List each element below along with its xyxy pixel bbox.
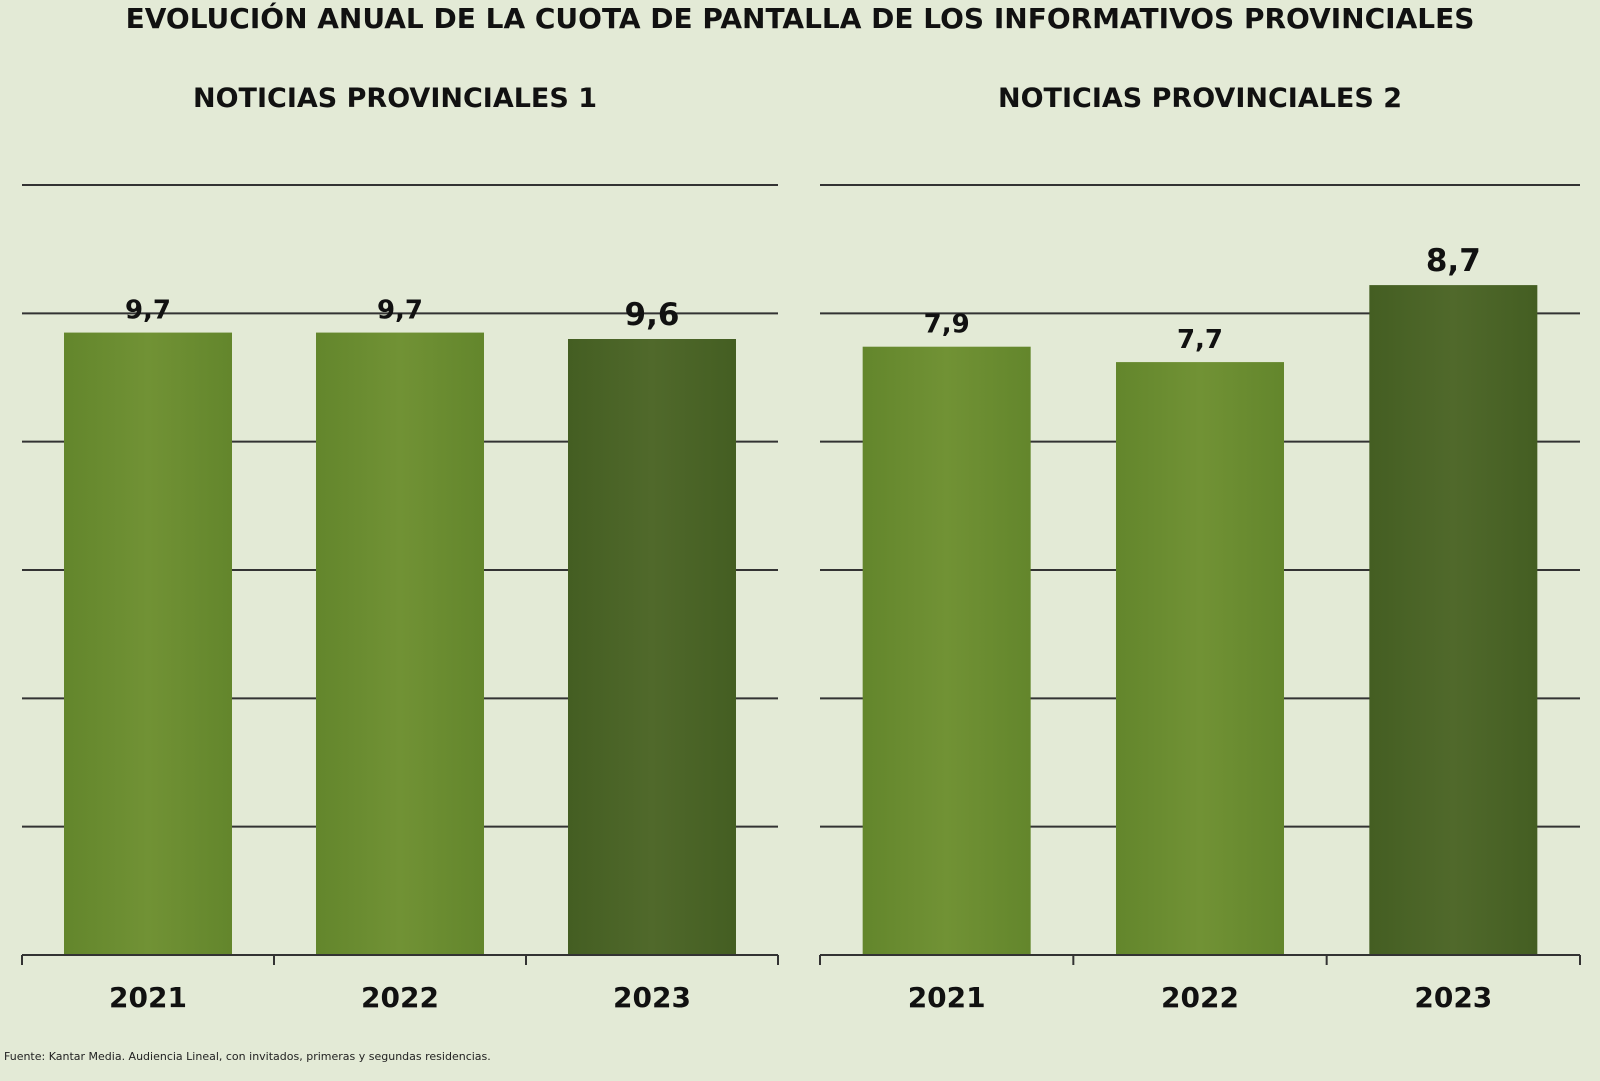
data-label-2023: 9,6: [625, 297, 680, 333]
chart-1-title: NOTICIAS PROVINCIALES 1: [193, 83, 597, 114]
bar-2022: [1116, 362, 1284, 956]
x-tick-label-2022: 2022: [1161, 981, 1239, 1014]
chart-2-title: NOTICIAS PROVINCIALES 2: [998, 83, 1402, 114]
bar-2021: [862, 346, 1031, 955]
bar-2022: [316, 332, 484, 955]
x-tick-label-2023: 2023: [613, 981, 691, 1014]
data-label-2021: 7,9: [924, 310, 970, 340]
data-label-2021: 9,7: [125, 296, 171, 326]
data-label-2023: 8,7: [1426, 243, 1481, 279]
data-label-2022: 7,7: [1177, 325, 1223, 355]
chart-1: 9,7 2021 9,7 2022 9,6 2023: [21, 184, 779, 1014]
bar-2021: [64, 332, 232, 955]
x-tick-label-2021: 2021: [908, 981, 986, 1014]
bar-2023: [1369, 285, 1538, 956]
x-tick-label-2022: 2022: [361, 981, 439, 1014]
source-note: Fuente: Kantar Media. Audiencia Lineal, …: [4, 1050, 491, 1063]
main-title: EVOLUCIÓN ANUAL DE LA CUOTA DE PANTALLA …: [125, 2, 1475, 35]
bar-2023: [568, 339, 736, 955]
x-tick-label-2023: 2023: [1414, 981, 1492, 1014]
data-label-2022: 9,7: [377, 296, 423, 326]
chart-2: 7,9 2021 7,7 2022 8,7 2023: [819, 184, 1581, 1014]
x-tick-label-2021: 2021: [109, 981, 187, 1014]
